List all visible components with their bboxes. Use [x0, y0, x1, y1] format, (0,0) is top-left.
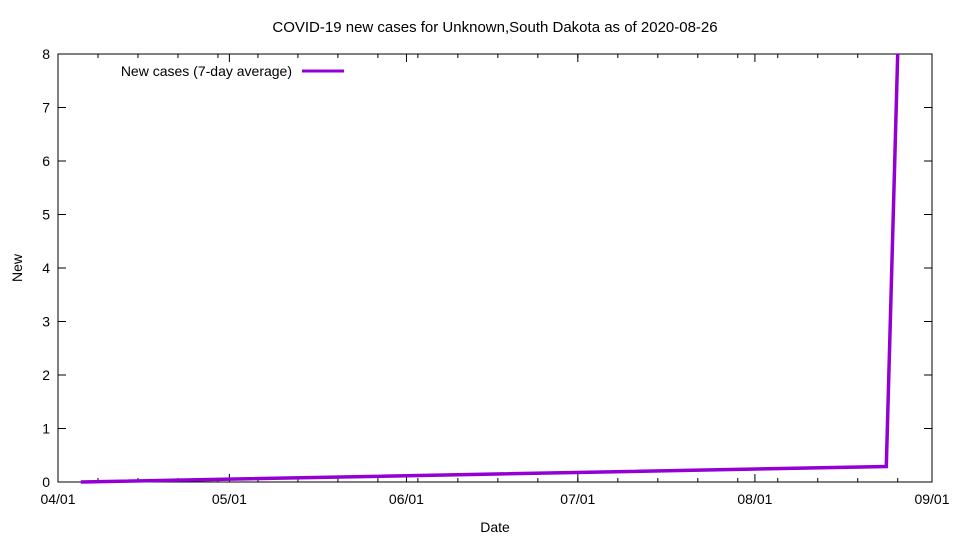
x-tick-label: 08/01: [737, 491, 772, 507]
legend-label: New cases (7-day average): [121, 63, 292, 79]
y-tick-label: 3: [42, 314, 50, 330]
x-axis-label: Date: [480, 519, 510, 535]
y-tick-label: 1: [42, 421, 50, 437]
x-axis: 04/01 05/01 06/01 07/01 08/01 09/01: [40, 54, 950, 507]
y-axis-label: New: [9, 253, 25, 282]
x-tick-label: 05/01: [212, 491, 247, 507]
y-tick-label: 8: [42, 46, 50, 62]
x-tick-label: 04/01: [40, 491, 75, 507]
plot-area-frame: [57, 53, 933, 483]
x-tick-label: 09/01: [914, 491, 949, 507]
legend: New cases (7-day average): [121, 63, 344, 79]
y-axis: 0 1 2 3 4 5 6 7 8: [42, 46, 932, 490]
y-tick-label: 7: [42, 100, 50, 116]
y-tick-label: 0: [42, 474, 50, 490]
y-tick-label: 6: [42, 153, 50, 169]
x-tick-label: 07/01: [560, 491, 595, 507]
y-tick-label: 2: [42, 367, 50, 383]
chart-title: COVID-19 new cases for Unknown,South Dak…: [272, 19, 717, 36]
series-layer: [80, 53, 900, 484]
y-tick-label: 4: [42, 260, 50, 276]
x-tick-label: 06/01: [389, 491, 424, 507]
series-line: [80, 53, 900, 484]
y-tick-label: 5: [42, 207, 50, 223]
